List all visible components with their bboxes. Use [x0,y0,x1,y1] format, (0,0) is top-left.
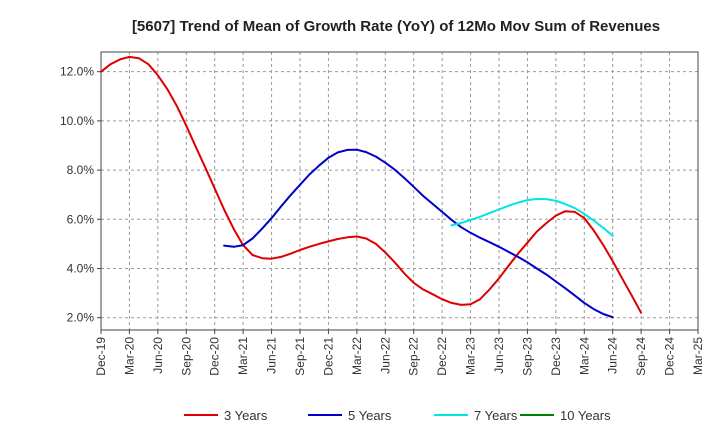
x-tick-label: Jun-23 [492,337,506,374]
series-line-3-years [100,55,643,314]
x-tick-label: Mar-25 [691,337,705,375]
x-tick-label: Jun-20 [151,337,165,374]
legend-label: 5 Years [348,408,392,423]
x-tick-label: Dec-22 [435,337,449,376]
y-tick-label: 8.0% [67,163,95,177]
x-tick-label: Mar-22 [350,337,364,375]
series-line-5-years [223,148,614,319]
y-tick-label: 12.0% [60,65,94,79]
series-lines [100,55,643,319]
y-tick-label: 2.0% [67,311,95,325]
x-tick-label: Mar-21 [236,337,250,375]
x-tick-label: Dec-23 [549,337,563,376]
y-tick-label: 4.0% [67,261,95,275]
x-tick-label: Jun-24 [606,337,620,374]
x-tick-label: Dec-21 [321,337,335,376]
x-tick-label: Jun-22 [378,337,392,374]
x-tick-label: Sep-24 [634,337,648,376]
x-tick-label: Sep-21 [293,337,307,376]
chart-title: [5607] Trend of Mean of Growth Rate (YoY… [132,18,660,35]
x-tick-label: Sep-23 [520,337,534,376]
legend-label: 7 Years [474,408,518,423]
series-line-7-years [450,197,614,237]
y-tick-label: 6.0% [67,212,95,226]
x-tick-label: Dec-19 [94,337,108,376]
y-tick-label: 10.0% [60,114,94,128]
x-tick-label: Mar-23 [464,337,478,375]
x-tick-label: Sep-20 [179,337,193,376]
x-tick-label: Mar-24 [577,337,591,375]
plot-area-frame [100,51,699,331]
x-tick-label: Dec-24 [663,337,677,376]
x-tick-label: Mar-20 [122,337,136,375]
x-axis: Dec-19 Mar-20 Jun-20 Sep-20 Dec-20 Mar-21 Jun-… [94,330,705,376]
legend: 3 Years 5 Years 7 Years 10 Years [184,408,611,423]
x-tick-label: Jun-21 [265,337,279,374]
x-tick-label: Sep-22 [407,337,421,376]
y-axis: 2.0% 4.0% 6.0% 8.0% 10.0% 12.0% [60,65,101,325]
legend-label: 3 Years [224,408,268,423]
legend-label: 10 Years [560,408,611,423]
x-tick-label: Dec-20 [208,337,222,376]
grid [101,52,698,330]
